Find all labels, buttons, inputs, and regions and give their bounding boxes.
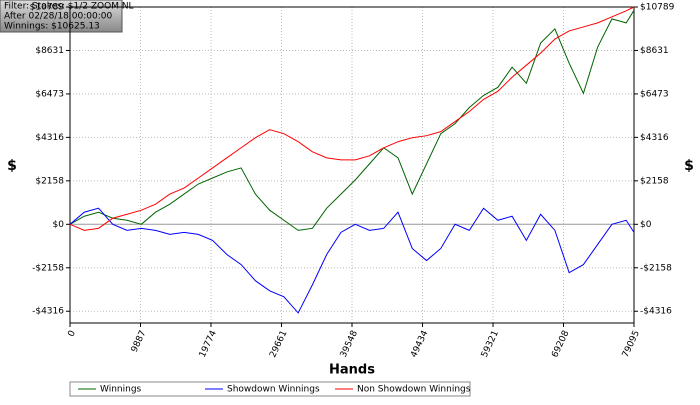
series-line: [69, 207, 635, 314]
y-tick-label: -$2158: [32, 263, 64, 273]
info-line: After 02/28/18 00:00:00: [4, 12, 112, 22]
y2-tick-label: $8631: [640, 46, 669, 56]
x-tick-label: 69208: [550, 329, 571, 359]
x-tick-label: 79095: [621, 329, 642, 359]
x-tick-label: 29661: [268, 329, 289, 359]
x-tick-label: 0: [66, 329, 78, 339]
x-tick-label: 39548: [339, 329, 360, 359]
y2-tick-label: $4316: [640, 133, 669, 143]
y2-tick-label: $6473: [640, 89, 669, 99]
y-tick-label: $0: [53, 220, 65, 230]
y-tick-label: $2158: [35, 176, 64, 186]
y2-tick-label: -$2158: [640, 263, 672, 273]
series-line: [69, 6, 635, 231]
legend: [69, 381, 471, 397]
y2-tick-label: $2158: [640, 176, 669, 186]
x-tick-label: 49434: [409, 329, 430, 359]
legend-label: Showdown Winnings: [227, 385, 320, 395]
info-line: Winnings: $10625.13: [4, 22, 100, 32]
y2-tick-label: -$4316: [640, 307, 672, 317]
x-tick-label: 59321: [480, 329, 501, 359]
y2-tick-label: $10789: [640, 3, 675, 13]
legend-label: Non Showdown Winnings: [357, 385, 471, 395]
y-tick-label: -$4316: [32, 307, 64, 317]
y-tick-label: $8631: [35, 46, 64, 56]
y-tick-label: $10789: [30, 3, 65, 13]
y-tick-label: $4316: [35, 133, 64, 143]
legend-label: Winnings: [100, 385, 142, 395]
info-box: [0, 0, 123, 33]
x-axis-label: Hands: [329, 363, 375, 378]
y2-tick-label: $0: [640, 220, 652, 230]
y2-axis-label: $: [684, 158, 694, 174]
x-tick-label: 19774: [198, 329, 219, 359]
series-line: [69, 10, 635, 231]
y-axis-label: $: [7, 158, 17, 174]
y-tick-label: $6473: [35, 89, 64, 99]
x-tick-label: 9887: [130, 329, 149, 354]
plot-frame: [69, 6, 635, 324]
